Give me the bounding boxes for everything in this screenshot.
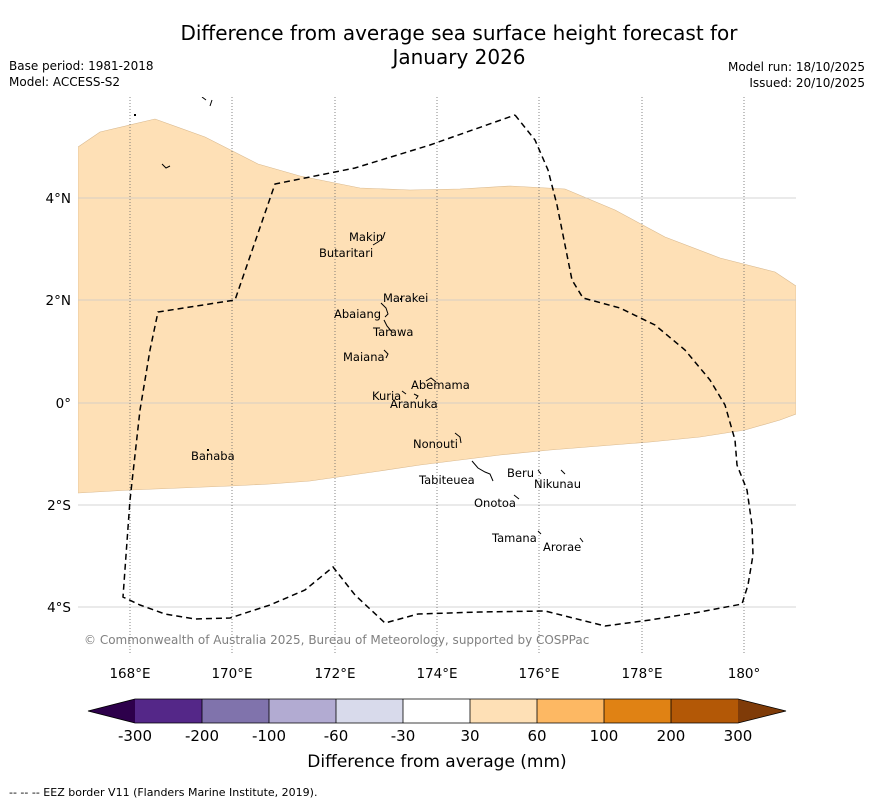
lat-tick: 4°N (46, 191, 71, 207)
model-run: Model run: 18/10/2025 (727, 60, 865, 74)
anomaly-region-30-60 (78, 118, 796, 494)
place-label-abaiang: Abaiang (334, 307, 381, 321)
colorbar-segment (537, 699, 605, 723)
place-label-nikunau: Nikunau (534, 477, 581, 491)
lon-tick: 178°E (621, 666, 662, 682)
colorbar-tick: 60 (527, 727, 546, 745)
title-line-1: Difference from average sea surface heig… (180, 21, 738, 45)
place-label-aranuka: Aranuka (390, 397, 438, 411)
place-label-arorae: Arorae (543, 540, 581, 554)
place-label-banaba: Banaba (191, 449, 235, 463)
place-label-marakei: Marakei (383, 291, 428, 305)
lat-tick: 0° (56, 396, 71, 412)
colorbar-segment (671, 699, 739, 723)
colorbar-segment (604, 699, 672, 723)
colorbar-ticks: -300 -200 -100 -60 -30 30 60 100 200 300 (118, 727, 752, 745)
place-label-makin: Makin (349, 230, 383, 244)
place-label-maiana: Maiana (343, 350, 385, 364)
map-title: Difference from average sea surface heig… (0, 21, 873, 69)
lon-tick: 168°E (109, 666, 150, 682)
base-period: Base period: 1981-2018 (9, 59, 154, 73)
colorbar-segment (336, 699, 404, 723)
colorbar-tick: -30 (391, 727, 416, 745)
model-name: Model: ACCESS-S2 (9, 75, 121, 89)
colorbar-tick: -60 (324, 727, 349, 745)
colorbar-tick: -300 (118, 727, 152, 745)
colorbar-tick: -200 (185, 727, 219, 745)
place-label-tabiteuea: Tabiteuea (418, 473, 475, 487)
lat-tick: 2°N (46, 293, 71, 309)
longitude-ticks: 168°E 170°E 172°E 174°E 176°E 178°E 180° (109, 666, 760, 682)
colorbar-segment (470, 699, 538, 723)
meta-left: Base period: 1981-2018 Model: ACCESS-S2 (9, 58, 154, 90)
lon-tick: 170°E (211, 666, 252, 682)
colorbar: -300 -200 -100 -60 -30 30 60 100 200 300… (87, 698, 787, 772)
colorbar-tick: 30 (460, 727, 479, 745)
lon-tick: 180° (728, 666, 761, 682)
map-panel: Makin Butaritari Marakei Abaiang Tarawa … (78, 97, 796, 653)
colorbar-tick: 200 (657, 727, 686, 745)
place-label-abemama: Abemama (411, 378, 470, 392)
issued-date: Issued: 20/10/2025 (749, 76, 865, 90)
colorbar-outline (87, 698, 787, 724)
place-label-kuria: Kuria (372, 389, 401, 403)
colorbar-tick: -100 (252, 727, 286, 745)
lon-tick: 176°E (518, 666, 559, 682)
islands (134, 97, 584, 543)
title-line-2: January 2026 (392, 45, 526, 69)
place-label-nonouti: Nonouti (413, 437, 458, 451)
place-label-butaritari: Butaritari (319, 246, 373, 260)
place-label-beru: Beru (507, 466, 534, 480)
colorbar-label: Difference from average (mm) (307, 752, 566, 772)
place-label-onotoa: Onotoa (474, 496, 516, 510)
colorbar-segment (269, 699, 337, 723)
colorbar-extend-low (88, 699, 135, 723)
lat-tick: 4°S (47, 600, 71, 616)
lon-tick: 174°E (416, 666, 457, 682)
latitude-ticks: 4°N 2°N 0° 2°S 4°S (46, 191, 71, 616)
lon-tick: 172°E (314, 666, 355, 682)
place-label-tamana: Tamana (491, 531, 537, 545)
eez-border (122, 114, 754, 627)
footnote: -- -- -- EEZ border V11 (Flanders Marine… (9, 786, 318, 799)
copyright-notice: © Commonwealth of Australia 2025, Bureau… (84, 633, 589, 647)
colorbar-segment (135, 699, 203, 723)
colorbar-tick: 100 (590, 727, 619, 745)
meta-right: Model run: 18/10/2025 Issued: 20/10/2025 (728, 59, 865, 91)
colorbar-segment (202, 699, 270, 723)
place-label-tarawa: Tarawa (372, 325, 413, 339)
colorbar-segment (403, 699, 471, 723)
lat-tick: 2°S (47, 498, 71, 514)
place-labels: Makin Butaritari Marakei Abaiang Tarawa … (191, 230, 581, 554)
colorbar-extend-high (738, 699, 786, 723)
colorbar-tick: 300 (724, 727, 753, 745)
